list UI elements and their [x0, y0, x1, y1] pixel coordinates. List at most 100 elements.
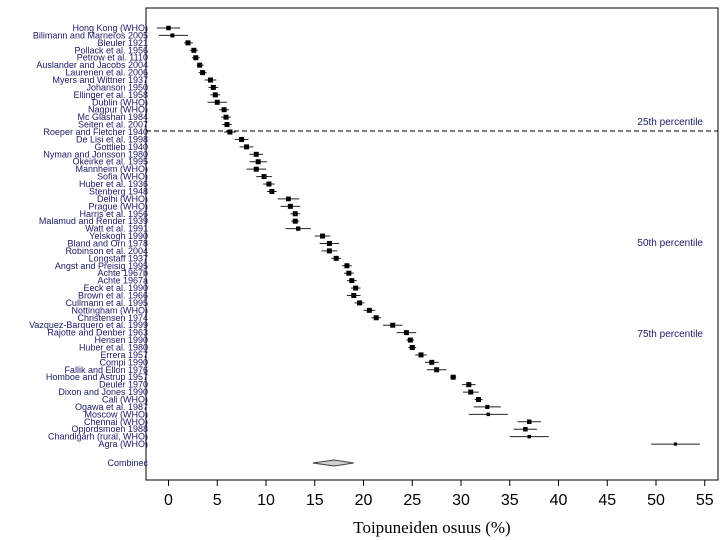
study-label: Sofia (WHO)	[97, 172, 148, 182]
study-label: Dublin (WHO)	[92, 97, 148, 107]
point-estimate	[673, 442, 678, 446]
study-label: Roeper and Fletcher 1940	[43, 127, 148, 137]
point-estimate	[214, 99, 220, 105]
study-label: Errera 1957	[100, 350, 148, 360]
point-estimate	[253, 166, 259, 172]
point-estimate	[357, 300, 363, 306]
study-label: Nyman and Jonsson 1980	[43, 149, 148, 159]
combined-label: Combinec	[107, 458, 148, 468]
point-estimate	[351, 292, 357, 298]
study-label: Nottingham (WHO)	[71, 305, 148, 315]
point-estimate	[170, 33, 175, 38]
plot-frame	[145, 7, 719, 481]
point-estimate	[224, 122, 230, 128]
study-label: Johanson 1950	[86, 82, 148, 92]
study-label: Nagpur (WHO)	[88, 105, 148, 115]
point-estimate	[320, 233, 326, 239]
x-tick-label: 45	[598, 492, 616, 509]
study-label: Delhi (WHO)	[97, 194, 148, 204]
study-label: Vazquez-Barquero et al. 1999	[29, 320, 148, 330]
point-estimate	[353, 285, 359, 291]
x-tick-label: 35	[501, 492, 519, 509]
study-label: Moscow (WHO)	[85, 409, 149, 419]
point-estimate	[200, 70, 206, 76]
study-label: Petrow et al. 1110	[77, 53, 148, 63]
study-label: Eeck et al. 1990	[83, 283, 148, 293]
study-label: Angst and Preisig 1995	[55, 261, 148, 271]
point-estimate	[296, 226, 301, 231]
study-label: Ogawa et al. 1987	[75, 402, 148, 412]
study-label: Deuler 1970	[99, 380, 148, 390]
study-label: Harris et al. 1956	[79, 209, 148, 219]
study-label: Hong Kong (WHO)	[72, 23, 148, 33]
x-tick-label: 5	[213, 492, 222, 509]
study-label: Mc Glashan 1984	[77, 112, 148, 122]
study-label: Bilimann and Marneros 2005	[33, 30, 148, 40]
study-label: Prague (WHO)	[88, 201, 148, 211]
study-label: Chandigarh (rural, WHO)	[48, 432, 148, 442]
point-estimate	[223, 114, 229, 120]
point-estimate	[476, 397, 482, 402]
point-estimate	[407, 337, 413, 343]
x-tick-label: 20	[355, 492, 373, 509]
point-estimate	[434, 367, 440, 373]
study-label: Malamud and Render 1939	[39, 216, 148, 226]
study-label: Achte 1967a	[97, 276, 148, 286]
point-estimate	[269, 188, 275, 194]
x-tick-label: 55	[696, 492, 714, 509]
study-label: Auslander and Jacobs 2004	[36, 60, 148, 70]
study-label: Robinson et al. 2004	[65, 246, 148, 256]
point-estimate	[292, 218, 298, 224]
point-estimate	[286, 196, 291, 202]
point-estimate	[191, 47, 197, 53]
x-tick-label: 25	[403, 492, 421, 509]
point-estimate	[287, 203, 293, 209]
study-label: Stenberg 1948	[89, 186, 148, 196]
point-estimate	[390, 322, 396, 328]
point-estimate	[326, 240, 332, 246]
point-estimate	[239, 136, 245, 142]
point-estimate	[373, 315, 379, 321]
point-estimate	[523, 426, 528, 432]
study-label: Gottlieb 1940	[94, 142, 148, 152]
point-estimate	[207, 77, 213, 83]
study-label: Compi 1990	[99, 357, 148, 367]
point-estimate	[344, 263, 350, 269]
point-estimate	[261, 174, 267, 180]
point-estimate	[266, 181, 272, 187]
x-tick-label: 0	[164, 492, 173, 509]
study-label: Chennai (WHO)	[84, 417, 148, 427]
study-label: Cali (WHO)	[102, 395, 148, 405]
study-label: Myers and Wittner 1937	[52, 75, 148, 85]
study-label: Bland and Orn 1978	[67, 238, 148, 248]
percentile-label: 75th percentile	[637, 329, 703, 340]
point-estimate	[485, 404, 490, 410]
study-label: De Lisi et al. 1998	[76, 134, 148, 144]
percentile-label: 25th percentile	[637, 117, 703, 128]
study-label: Huber et al. 1980	[79, 342, 148, 352]
point-estimate	[255, 159, 261, 165]
study-label: Christensen 1974	[77, 313, 148, 323]
point-estimate	[244, 144, 249, 150]
point-estimate	[466, 382, 472, 388]
study-label: Agra (WHO)	[99, 439, 149, 449]
point-estimate	[166, 25, 171, 31]
study-label: Rajotte and Denber 1963	[47, 328, 148, 338]
study-label: Homboe and Astrup 1957	[46, 372, 148, 382]
point-estimate	[333, 255, 339, 261]
point-estimate	[227, 129, 233, 135]
study-label: Dixon and Jones 1990	[58, 387, 148, 397]
point-estimate	[403, 330, 409, 336]
study-label: Longstaff 1937	[89, 253, 148, 263]
study-label: Huber et al. 1936	[79, 179, 148, 189]
point-estimate	[366, 307, 372, 313]
study-label: Opjordsmoen 1988	[71, 424, 148, 434]
point-estimate	[450, 374, 456, 380]
point-estimate	[253, 151, 259, 157]
x-tick-label: 40	[550, 492, 568, 509]
study-label: Ellinger et al. 1958	[73, 90, 148, 100]
study-label: Okeirke et al. 1995	[72, 157, 148, 167]
point-estimate	[418, 352, 424, 358]
point-estimate	[527, 419, 532, 425]
